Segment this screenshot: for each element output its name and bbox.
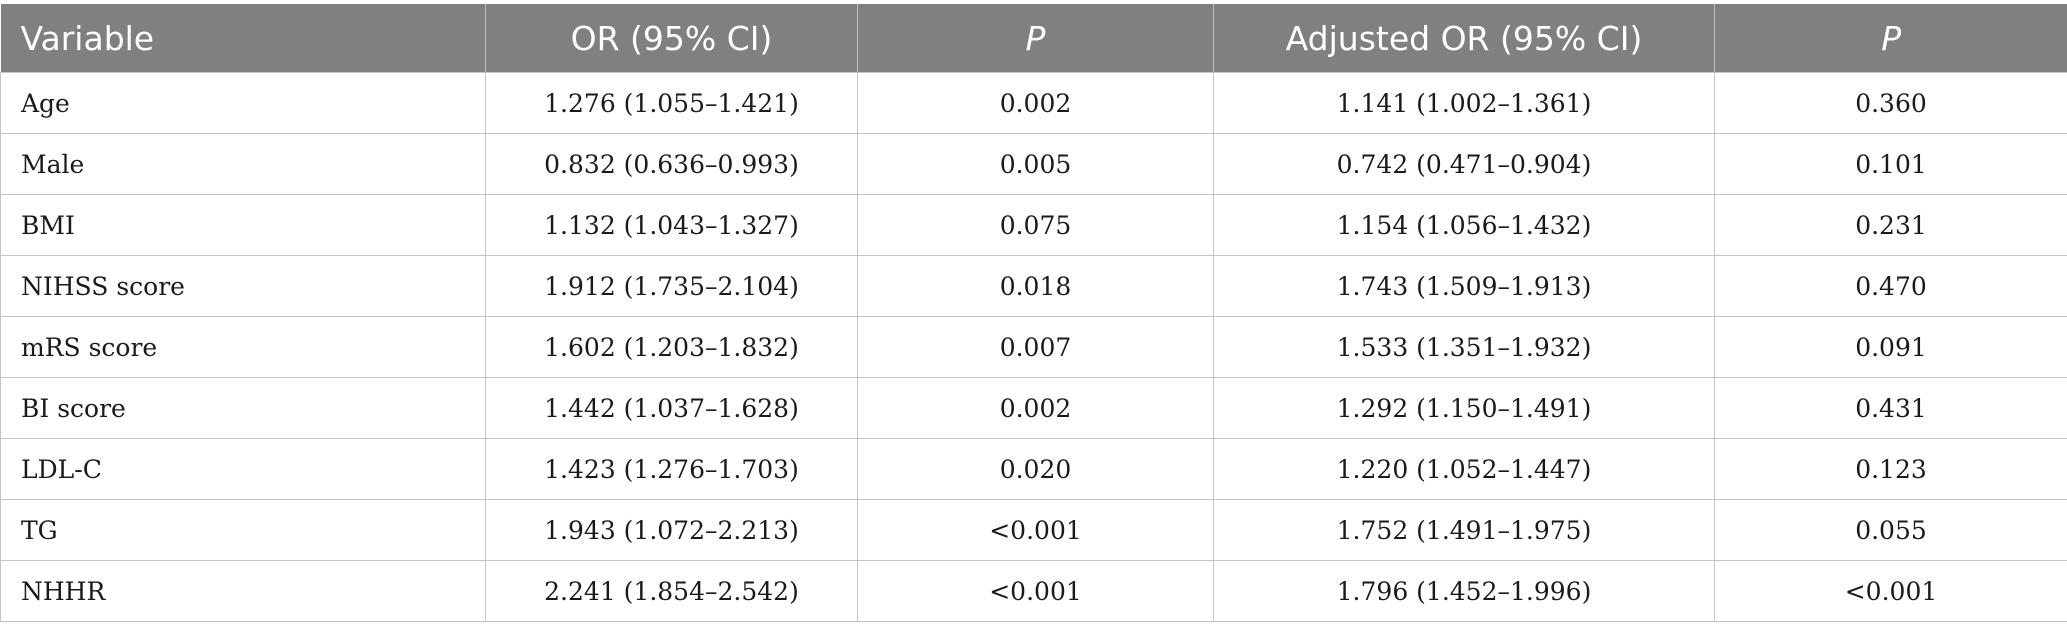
cell-adjusted-or-ci: 1.154 (1.056–1.432)	[1213, 194, 1715, 256]
cell-variable: LDL-C	[0, 438, 486, 500]
cell-adjusted-p-value: 0.091	[1714, 316, 2067, 378]
cell-p-value: 0.020	[857, 438, 1214, 500]
table-row: mRS score 1.602 (1.203–1.832) 0.007 1.533 (…	[0, 316, 2067, 378]
cell-adjusted-p-value: 0.360	[1714, 72, 2067, 134]
header-variable: Variable	[0, 4, 486, 73]
cell-adjusted-p-value: 0.231	[1714, 194, 2067, 256]
header-p-label: P	[1025, 18, 1046, 58]
cell-variable: BI score	[0, 377, 486, 439]
regression-table-container: Variable OR (95% CI) P Adjusted OR (95% …	[0, 4, 2067, 622]
cell-or-ci: 1.602 (1.203–1.832)	[485, 316, 858, 378]
cell-variable: TG	[0, 499, 486, 561]
cell-variable: NIHSS score	[0, 255, 486, 317]
cell-adjusted-or-ci: 1.796 (1.452–1.996)	[1213, 560, 1715, 622]
cell-variable: Male	[0, 133, 486, 195]
cell-variable: mRS score	[0, 316, 486, 378]
cell-or-ci: 1.943 (1.072–2.213)	[485, 499, 858, 561]
cell-adjusted-p-value: 0.470	[1714, 255, 2067, 317]
cell-p-value: 0.002	[857, 72, 1214, 134]
regression-table: Variable OR (95% CI) P Adjusted OR (95% …	[0, 4, 2067, 622]
cell-or-ci: 1.442 (1.037–1.628)	[485, 377, 858, 439]
cell-p-value: 0.005	[857, 133, 1214, 195]
header-adjusted-p-value: P	[1714, 4, 2067, 73]
cell-p-value: <0.001	[857, 499, 1214, 561]
header-adjusted-or-ci: Adjusted OR (95% CI)	[1213, 4, 1715, 73]
cell-p-value: 0.075	[857, 194, 1214, 256]
cell-or-ci: 0.832 (0.636–0.993)	[485, 133, 858, 195]
cell-adjusted-or-ci: 1.533 (1.351–1.932)	[1213, 316, 1715, 378]
table-row: Male 0.832 (0.636–0.993) 0.005 0.742 (0.471…	[0, 133, 2067, 195]
table-row: BI score 1.442 (1.037–1.628) 0.002 1.292 (1…	[0, 377, 2067, 439]
cell-or-ci: 1.423 (1.276–1.703)	[485, 438, 858, 500]
cell-or-ci: 2.241 (1.854–2.542)	[485, 560, 858, 622]
table-row: TG 1.943 (1.072–2.213) <0.001 1.752 (1.491–…	[0, 499, 2067, 561]
table-row: Age 1.276 (1.055–1.421) 0.002 1.141 (1.002–…	[0, 72, 2067, 134]
cell-or-ci: 1.276 (1.055–1.421)	[485, 72, 858, 134]
cell-or-ci: 1.912 (1.735–2.104)	[485, 255, 858, 317]
cell-adjusted-or-ci: 1.292 (1.150–1.491)	[1213, 377, 1715, 439]
cell-adjusted-or-ci: 1.220 (1.052–1.447)	[1213, 438, 1715, 500]
cell-adjusted-or-ci: 1.743 (1.509–1.913)	[1213, 255, 1715, 317]
cell-adjusted-p-value: 0.101	[1714, 133, 2067, 195]
table-row: BMI 1.132 (1.043–1.327) 0.075 1.154 (1.056–…	[0, 194, 2067, 256]
cell-p-value: 0.002	[857, 377, 1214, 439]
header-p-value: P	[857, 4, 1214, 73]
cell-p-value: 0.007	[857, 316, 1214, 378]
cell-or-ci: 1.132 (1.043–1.327)	[485, 194, 858, 256]
cell-adjusted-p-value: <0.001	[1714, 560, 2067, 622]
cell-variable: Age	[0, 72, 486, 134]
cell-adjusted-p-value: 0.123	[1714, 438, 2067, 500]
header-adjusted-p-label: P	[1881, 18, 1902, 58]
cell-adjusted-or-ci: 1.141 (1.002–1.361)	[1213, 72, 1715, 134]
table-row: NIHSS score 1.912 (1.735–2.104) 0.018 1.743…	[0, 255, 2067, 317]
cell-p-value: 0.018	[857, 255, 1214, 317]
cell-adjusted-or-ci: 1.752 (1.491–1.975)	[1213, 499, 1715, 561]
cell-variable: BMI	[0, 194, 486, 256]
cell-adjusted-p-value: 0.055	[1714, 499, 2067, 561]
table-header: Variable OR (95% CI) P Adjusted OR (95% …	[0, 4, 2067, 73]
table-row: NHHR 2.241 (1.854–2.542) <0.001 1.796 (1.45…	[0, 560, 2067, 622]
header-row: Variable OR (95% CI) P Adjusted OR (95% …	[0, 4, 2067, 73]
header-or-ci: OR (95% CI)	[485, 4, 858, 73]
cell-p-value: <0.001	[857, 560, 1214, 622]
cell-adjusted-p-value: 0.431	[1714, 377, 2067, 439]
cell-variable: NHHR	[0, 560, 486, 622]
cell-adjusted-or-ci: 0.742 (0.471–0.904)	[1213, 133, 1715, 195]
table-row: LDL-C 1.423 (1.276–1.703) 0.020 1.220 (1.05…	[0, 438, 2067, 500]
table-body: Age 1.276 (1.055–1.421) 0.002 1.141 (1.002–…	[0, 72, 2067, 622]
